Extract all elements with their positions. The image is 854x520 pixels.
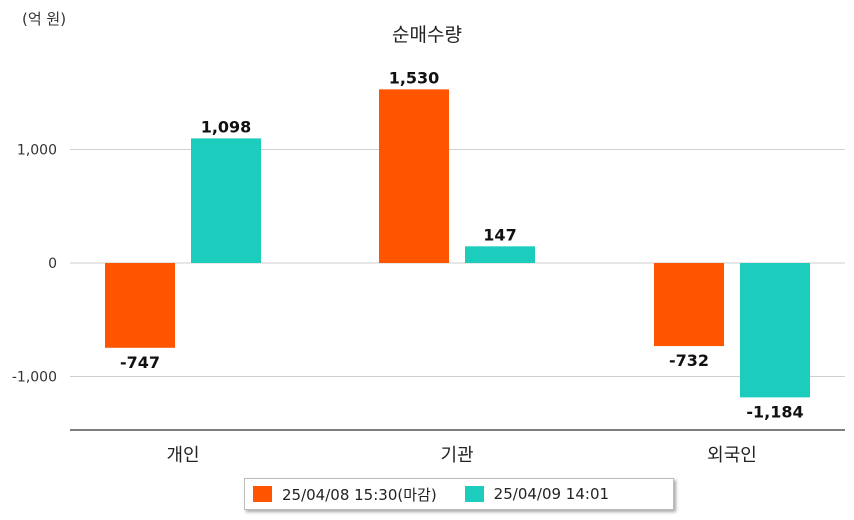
bar-1-1 [105,263,175,348]
legend-swatch-series-2 [464,486,484,502]
data-label-2-3: -1,184 [746,402,803,421]
data-label-1-1: -747 [120,353,160,372]
bar-2-1 [191,138,261,263]
data-label-1-3: -732 [669,351,709,370]
data-label-2-1: 1,098 [201,117,252,136]
y-tick-label: 0 [48,256,57,272]
bar-1-2 [379,89,449,263]
unit-label: (억 원) [22,10,67,28]
x-tick-label: 기관 [440,445,473,466]
bar-1-3 [654,263,724,347]
legend-item-series-2[interactable]: 25/04/09 14:01 [464,485,610,503]
data-label-2-2: 147 [483,225,516,244]
bar-2-3 [740,263,810,398]
legend-label-series-2: 25/04/09 14:01 [493,485,610,503]
legend-label-series-1: 25/04/08 15:30(마감) [282,485,437,504]
x-tick-label: 개인 [166,445,199,466]
data-label-1-2: 1,530 [389,68,440,87]
bar-2-2 [465,246,535,263]
legend: 25/04/08 15:30(마감) 25/04/09 14:01 [244,478,674,510]
legend-item-series-1[interactable]: 25/04/08 15:30(마감) [253,484,437,505]
chart-title: 순매수량 [392,24,462,46]
x-tick-label: 외국인 [707,445,757,466]
y-tick-label: -1,000 [12,370,57,386]
y-tick-label: 1,000 [17,143,57,159]
legend-swatch-series-1 [253,486,272,502]
